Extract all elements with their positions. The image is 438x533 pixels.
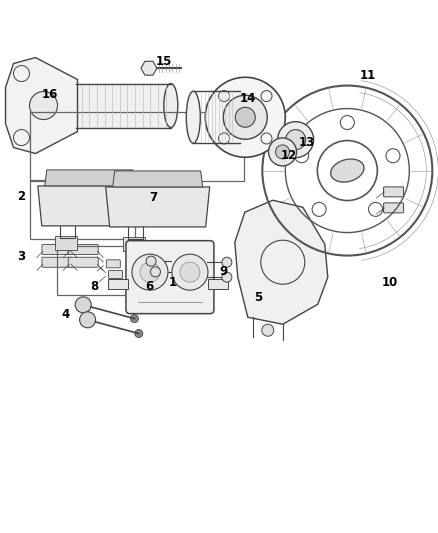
Text: 10: 10 xyxy=(381,276,398,289)
FancyBboxPatch shape xyxy=(68,245,98,254)
FancyBboxPatch shape xyxy=(109,270,123,279)
Circle shape xyxy=(223,95,267,139)
Circle shape xyxy=(80,312,95,328)
Circle shape xyxy=(268,138,297,166)
FancyBboxPatch shape xyxy=(42,257,72,267)
Circle shape xyxy=(276,145,290,159)
Text: 13: 13 xyxy=(298,136,315,149)
Circle shape xyxy=(180,262,200,282)
FancyBboxPatch shape xyxy=(106,260,120,268)
Text: 9: 9 xyxy=(219,265,227,278)
Circle shape xyxy=(132,254,168,290)
Circle shape xyxy=(205,77,285,157)
Circle shape xyxy=(151,267,160,277)
Text: 3: 3 xyxy=(17,251,25,263)
Text: 16: 16 xyxy=(42,88,59,101)
Polygon shape xyxy=(38,186,142,226)
FancyBboxPatch shape xyxy=(384,187,403,197)
Text: 12: 12 xyxy=(281,149,297,162)
Bar xyxy=(123,237,145,251)
Text: 8: 8 xyxy=(90,280,98,293)
Bar xyxy=(57,246,158,295)
Text: 7: 7 xyxy=(149,191,157,204)
FancyBboxPatch shape xyxy=(68,257,98,267)
Circle shape xyxy=(29,92,57,119)
Ellipse shape xyxy=(164,84,178,127)
Polygon shape xyxy=(6,58,78,154)
Bar xyxy=(208,279,228,289)
Text: 11: 11 xyxy=(360,69,376,82)
Polygon shape xyxy=(235,200,328,324)
Circle shape xyxy=(75,297,91,313)
Text: 14: 14 xyxy=(239,92,256,105)
Text: 1: 1 xyxy=(169,276,177,289)
Bar xyxy=(55,236,77,250)
Polygon shape xyxy=(113,171,203,187)
Circle shape xyxy=(131,314,138,322)
Bar xyxy=(30,112,244,181)
Circle shape xyxy=(146,256,156,266)
FancyBboxPatch shape xyxy=(126,241,214,313)
Circle shape xyxy=(278,122,314,158)
Text: 6: 6 xyxy=(145,280,153,293)
Circle shape xyxy=(286,130,306,150)
Circle shape xyxy=(140,262,160,282)
Text: 2: 2 xyxy=(17,190,25,203)
Bar xyxy=(30,180,135,239)
Circle shape xyxy=(222,272,232,282)
Text: 5: 5 xyxy=(254,291,262,304)
Circle shape xyxy=(235,107,255,127)
Bar xyxy=(108,279,128,289)
Circle shape xyxy=(135,329,143,337)
FancyBboxPatch shape xyxy=(384,203,403,213)
Ellipse shape xyxy=(186,91,200,143)
FancyBboxPatch shape xyxy=(42,245,72,254)
Circle shape xyxy=(262,324,274,336)
Ellipse shape xyxy=(331,159,364,182)
Text: 15: 15 xyxy=(156,55,173,68)
Text: 4: 4 xyxy=(62,308,70,321)
Polygon shape xyxy=(106,187,210,227)
Circle shape xyxy=(222,257,232,267)
Circle shape xyxy=(172,254,208,290)
Polygon shape xyxy=(45,170,135,186)
